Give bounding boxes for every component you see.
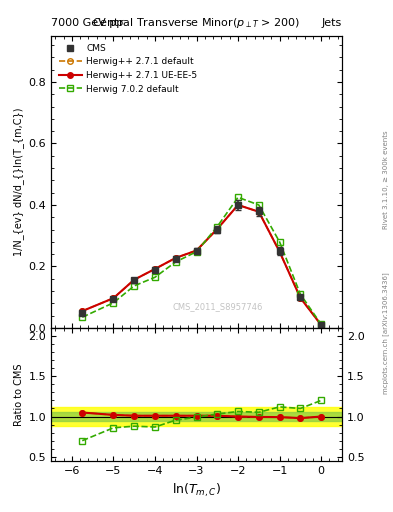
Text: mcplots.cern.ch [arXiv:1306.3436]: mcplots.cern.ch [arXiv:1306.3436] (382, 272, 389, 394)
Bar (51, 412, 342, 421)
Y-axis label: 1/N_{ev} dN/d_{}ln(T_{m,C}): 1/N_{ev} dN/d_{}ln(T_{m,C}) (13, 108, 24, 256)
X-axis label: $\ln(T_{m,C})$: $\ln(T_{m,C})$ (172, 481, 221, 499)
Text: Jets: Jets (321, 18, 342, 28)
Legend: CMS, Herwig++ 2.7.1 default, Herwig++ 2.7.1 UE-EE-5, Herwig 7.0.2 default: CMS, Herwig++ 2.7.1 default, Herwig++ 2.… (55, 40, 201, 97)
Text: CMS_2011_S8957746: CMS_2011_S8957746 (172, 302, 263, 311)
Bar (51, 407, 342, 426)
Text: Rivet 3.1.10, ≥ 300k events: Rivet 3.1.10, ≥ 300k events (383, 130, 389, 228)
Text: Central Transverse Minor($p_{\perp T}$ > 200): Central Transverse Minor($p_{\perp T}$ >… (92, 16, 301, 30)
Text: 7000 GeV pp: 7000 GeV pp (51, 18, 123, 28)
Y-axis label: Ratio to CMS: Ratio to CMS (14, 363, 24, 425)
